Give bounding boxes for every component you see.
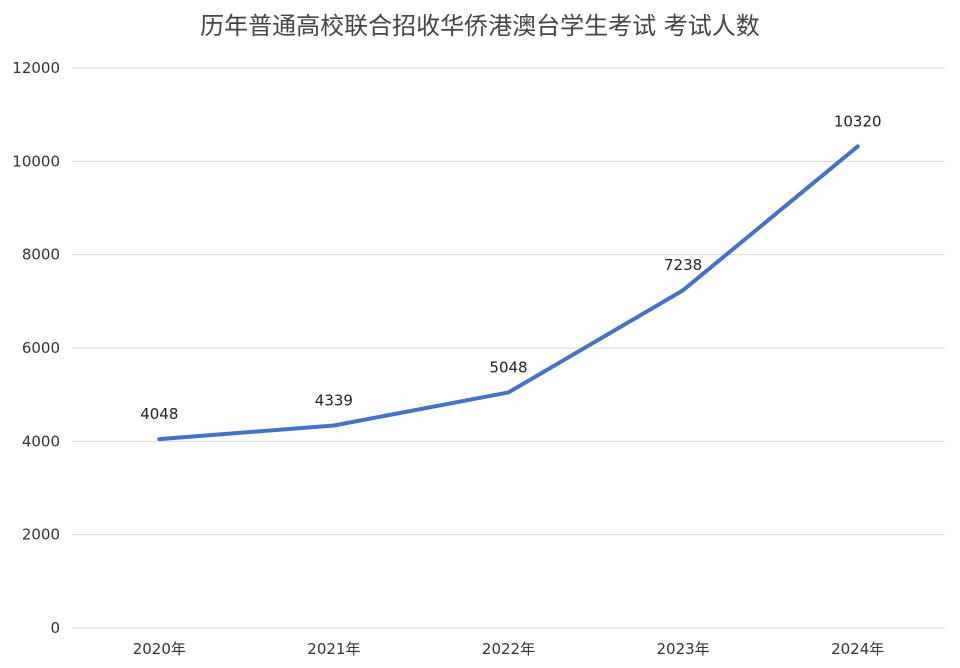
data-label: 10320 bbox=[834, 112, 882, 130]
x-tick-label: 2020年 bbox=[133, 640, 186, 658]
y-tick-label: 12000 bbox=[12, 59, 60, 77]
y-tick-label: 6000 bbox=[22, 339, 60, 357]
y-tick-label: 10000 bbox=[12, 152, 60, 170]
y-tick-label: 4000 bbox=[22, 432, 60, 450]
x-tick-label: 2021年 bbox=[307, 640, 360, 658]
x-tick-label: 2022年 bbox=[482, 640, 535, 658]
data-label: 4048 bbox=[140, 405, 178, 423]
series-layer bbox=[157, 144, 860, 442]
data-label: 7238 bbox=[664, 256, 702, 274]
gridlines bbox=[72, 67, 945, 629]
data-labels: 4048 4339 5048 7238 10320 bbox=[140, 112, 881, 423]
y-axis-tick-labels: 0 2000 4000 6000 8000 10000 12000 bbox=[12, 59, 60, 637]
y-tick-label: 2000 bbox=[22, 526, 60, 544]
data-label: 4339 bbox=[315, 392, 353, 410]
x-tick-label: 2023年 bbox=[657, 640, 710, 658]
y-tick-label: 0 bbox=[50, 619, 60, 637]
series-line bbox=[157, 144, 860, 442]
chart-title: 历年普通高校联合招收华侨港澳台学生考试 考试人数 bbox=[200, 12, 760, 40]
data-label: 5048 bbox=[489, 358, 527, 376]
x-tick-label: 2024年 bbox=[831, 640, 884, 658]
y-tick-label: 8000 bbox=[22, 246, 60, 264]
x-axis-tick-labels: 2020年 2021年 2022年 2023年 2024年 bbox=[133, 640, 885, 658]
